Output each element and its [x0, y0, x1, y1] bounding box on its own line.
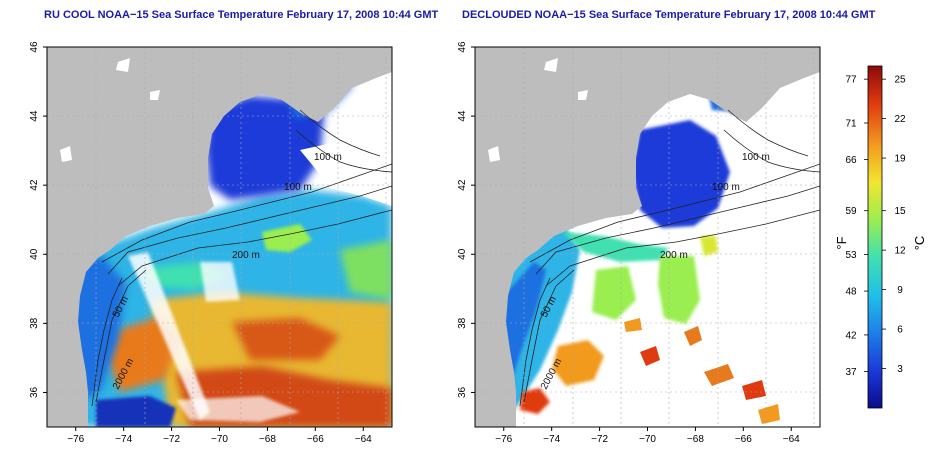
- x-tick-label: −76: [67, 434, 84, 445]
- left-land-mass: [47, 47, 392, 427]
- colorbar-tick-label-f: 77: [845, 75, 857, 86]
- left-sst-map: 100 m 100 m 200 m 50 m 2000 m −76 −74 −72−…: [29, 41, 393, 445]
- y-tick-label: 38: [29, 317, 40, 329]
- colorbar-tick-label-f: 71: [845, 119, 857, 130]
- contour-label: 100 m: [712, 182, 740, 193]
- x-tick-label: −70: [211, 434, 228, 445]
- x-tick-label: −72: [163, 434, 180, 445]
- left-grid: [47, 47, 392, 427]
- x-tick-label: −68: [687, 434, 704, 445]
- x-tick-label: −68: [259, 434, 276, 445]
- colorbar-tick-label-c: 19: [894, 154, 906, 165]
- left-axes: −76 −74 −72 −70 −68 −66 −64 36 38 40 42 44 46: [29, 41, 372, 445]
- colorbar-label-fahrenheit: °F: [834, 236, 849, 249]
- colorbar-tick-label-c: 15: [894, 206, 906, 217]
- left-lakes: [60, 58, 160, 162]
- y-tick-label: 40: [457, 248, 468, 260]
- y-tick-label: 46: [29, 41, 40, 53]
- colorbar-tick-label-c: 22: [894, 114, 906, 125]
- right-lakes: [488, 58, 588, 162]
- colorbar-gradient: [867, 65, 883, 409]
- y-tick-label: 38: [457, 317, 468, 329]
- colorbar-tick-label-f: 59: [845, 206, 857, 217]
- right-panel-title: DECLOUDED NOAA−15 Sea Surface Temperatur…: [462, 9, 876, 21]
- colorbar-tick-label-c: 12: [894, 246, 906, 257]
- y-tick-label: 42: [29, 179, 40, 191]
- colorbar-tick-label-c: 6: [897, 325, 903, 336]
- colorbar-tick-label-c: 9: [897, 285, 903, 296]
- x-tick-label: −66: [735, 434, 752, 445]
- y-tick-label: 44: [29, 110, 40, 122]
- colorbar-tick-label-c: 3: [897, 364, 903, 375]
- colorbar-tick-label-c: 25: [894, 75, 906, 86]
- colorbar-tick-label-f: 53: [845, 250, 857, 261]
- y-tick-label: 46: [457, 41, 468, 53]
- right-sst-map: 100 m 100 m 200 m 50 m 2000 m −76 −74 −72−…: [457, 41, 821, 445]
- x-tick-label: −64: [355, 434, 372, 445]
- colorbar-tick-label-f: 42: [845, 330, 857, 341]
- x-tick-label: −66: [307, 434, 324, 445]
- right-grid: [475, 47, 820, 427]
- colorbar: °F °C 25 22 19 15 12 9 6 3 77 71 66 59 53 48 42 37: [834, 65, 927, 409]
- right-land-mass: [475, 47, 820, 427]
- y-tick-label: 40: [29, 248, 40, 260]
- colorbar-tick-label-f: 48: [845, 287, 857, 298]
- x-tick-label: −76: [495, 434, 512, 445]
- colorbar-tick-label-f: 66: [845, 155, 857, 166]
- y-tick-label: 36: [29, 386, 40, 398]
- x-tick-label: −64: [783, 434, 800, 445]
- contour-label: 100 m: [314, 152, 342, 163]
- x-tick-label: −74: [543, 434, 560, 445]
- x-tick-label: −72: [591, 434, 608, 445]
- y-tick-label: 44: [457, 110, 468, 122]
- contour-label: 100 m: [284, 182, 312, 193]
- x-tick-label: −70: [639, 434, 656, 445]
- right-axes: −76 −74 −72 −70 −68 −66 −64 36 38 40 42 44 46: [457, 41, 800, 445]
- contour-label: 200 m: [232, 250, 260, 261]
- y-tick-label: 36: [457, 386, 468, 398]
- colorbar-label-celsius: °C: [912, 236, 927, 251]
- y-tick-label: 42: [457, 179, 468, 191]
- contour-label: 100 m: [742, 152, 770, 163]
- colorbar-ticks: 25 22 19 15 12 9 6 3 77 71 66 59 53 48 42 37: [845, 75, 906, 378]
- x-tick-label: −74: [115, 434, 132, 445]
- colorbar-tick-label-f: 37: [845, 367, 857, 378]
- left-panel-title: RU COOL NOAA−15 Sea Surface Temperature …: [44, 9, 439, 21]
- contour-label: 200 m: [660, 250, 688, 261]
